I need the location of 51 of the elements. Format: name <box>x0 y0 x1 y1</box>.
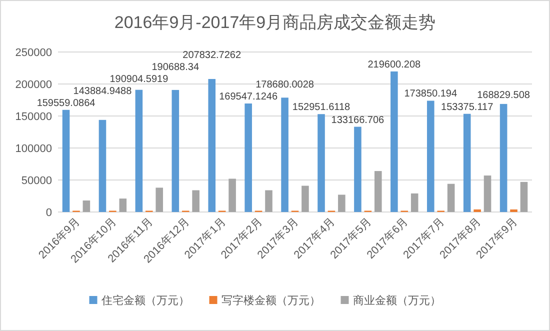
bar <box>98 120 106 212</box>
bar <box>500 104 508 212</box>
y-tick-label: 150000 <box>15 111 52 123</box>
bar <box>302 186 309 212</box>
bar <box>192 190 200 212</box>
bar <box>265 190 272 212</box>
bar <box>156 188 164 212</box>
legend-label: 商业金额（万元） <box>352 294 441 307</box>
y-tick-label: 250000 <box>15 47 52 59</box>
legend-label: 住宅金额（万元） <box>101 294 190 307</box>
bar <box>520 182 528 212</box>
chart-title: 2016年9月-2017年9月商品房成交金额走势 <box>114 13 436 32</box>
bar <box>244 103 252 212</box>
data-label: 133166.706 <box>331 114 385 126</box>
legend-label: 写字楼金额（万元） <box>221 294 320 307</box>
data-label: 152951.6118 <box>292 102 351 114</box>
bar <box>119 198 127 212</box>
y-tick-label: 200000 <box>15 79 52 91</box>
bar <box>510 209 518 212</box>
bar <box>410 193 418 212</box>
data-label: 178680.0028 <box>256 79 314 90</box>
data-label: 173850.194 <box>404 88 458 100</box>
data-label: 159559.0864 <box>36 98 96 109</box>
bar <box>318 114 325 212</box>
bar <box>354 126 362 212</box>
y-tick-label: 100000 <box>15 143 52 155</box>
data-label: 190688.34 <box>152 62 200 73</box>
bar <box>390 71 398 212</box>
bar <box>426 100 434 212</box>
bar <box>474 209 481 212</box>
bar <box>208 78 216 212</box>
bar <box>82 200 90 212</box>
bar <box>62 110 70 212</box>
data-label: 207832.7262 <box>182 50 242 61</box>
bar <box>281 98 288 212</box>
bar <box>463 114 471 212</box>
data-label: 169547.1246 <box>219 91 278 102</box>
bar <box>172 90 180 212</box>
data-label: 168829.508 <box>477 90 530 101</box>
bar <box>135 90 143 212</box>
y-tick-label: 50000 <box>21 175 52 187</box>
data-label: 153375.117 <box>441 102 494 113</box>
bar <box>338 194 346 212</box>
data-label: 219600.208 <box>368 59 422 70</box>
bar <box>374 171 382 212</box>
data-label: 143884.9488 <box>73 86 132 97</box>
y-tick-label: 0 <box>46 207 52 219</box>
bar <box>447 184 455 212</box>
bar <box>228 178 236 212</box>
bar <box>484 176 492 212</box>
data-label: 190904.5919 <box>110 74 169 85</box>
